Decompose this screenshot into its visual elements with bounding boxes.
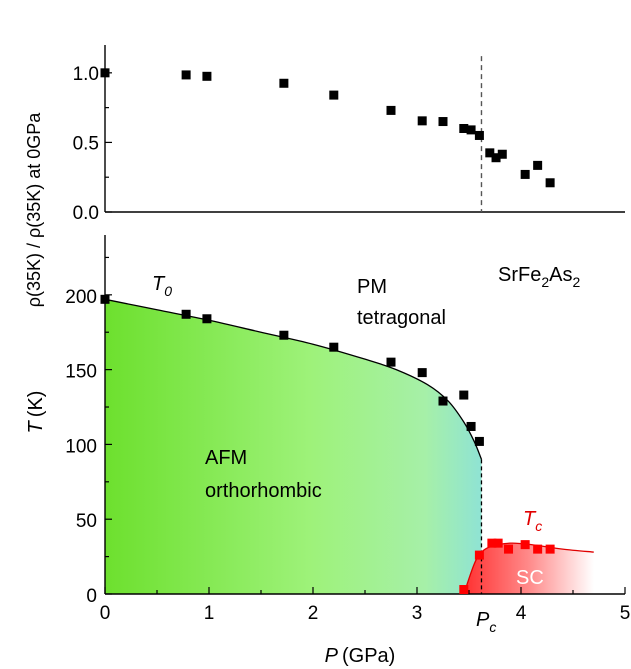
pm-label-line2: tetragonal — [357, 307, 446, 329]
bottom-y-tick-label: 0 — [86, 586, 97, 607]
t0-data-point — [329, 342, 339, 352]
tc-data-point — [545, 544, 555, 554]
top-data-series — [100, 68, 555, 188]
tc-data-point — [493, 538, 503, 548]
pm-label-line1: PM — [357, 276, 387, 298]
top-data-point — [520, 169, 530, 179]
top-plot-area: 0.0 0.5 1.0 — [73, 45, 625, 224]
top-data-point — [202, 71, 212, 81]
top-data-point — [438, 117, 448, 127]
tc-data-series — [459, 538, 555, 595]
bottom-y-tick-label: 200 — [65, 287, 97, 308]
bottom-y-tick-label: 100 — [65, 436, 97, 457]
compound-label: SrFe2As2 — [498, 264, 580, 290]
top-y-tick-label: 0.0 — [73, 203, 99, 224]
t0-data-point — [386, 357, 396, 367]
t0-data-point — [474, 436, 484, 446]
bottom-y-tick-label: 50 — [76, 511, 97, 532]
bottom-y-tick-label: 150 — [65, 362, 97, 383]
top-data-point — [386, 105, 396, 115]
top-data-point — [279, 78, 289, 88]
afm-label-line2: orthorhombic — [205, 480, 322, 502]
top-y-tick-label: 1.0 — [73, 64, 99, 85]
tc-data-point — [520, 540, 530, 550]
t0-data-point — [459, 390, 469, 400]
top-data-point — [491, 153, 501, 163]
top-data-point — [466, 125, 476, 135]
top-y-ticks: 0.0 0.5 1.0 — [73, 64, 112, 224]
t0-data-point — [181, 309, 191, 319]
bottom-panel: 0 50 100 150 200 0 1 2 3 4 5 SrFe2As2 T0 PM tetra… — [25, 235, 630, 667]
tc-data-point — [459, 585, 469, 595]
bottom-x-tick-label: 0 — [100, 603, 111, 624]
bottom-y-axis-label: T(K) — [25, 391, 47, 434]
t0-label: T0 — [152, 273, 172, 299]
top-data-point — [474, 130, 484, 140]
pc-label: Pc — [476, 609, 496, 635]
tc-data-point — [487, 538, 497, 548]
top-y-axis-label: ρ(35K) / ρ(35K) at 0GPa — [24, 112, 44, 308]
bottom-y-ticks: 0 50 100 150 200 — [65, 256, 112, 607]
bottom-x-axis-label: P (GPa) — [325, 645, 396, 667]
t0-data-point — [279, 330, 289, 340]
t0-data-series — [100, 294, 484, 446]
top-data-point — [497, 149, 507, 159]
top-panel: 0.0 0.5 1.0 ρ(35K) / ρ(35K) at 0GPa — [24, 45, 625, 307]
bottom-x-tick-label: 1 — [204, 603, 215, 624]
t0-data-point — [466, 421, 476, 431]
sc-label: SC — [516, 567, 544, 589]
top-data-point — [417, 116, 427, 126]
bottom-x-ticks: 0 1 2 3 4 5 — [100, 587, 631, 624]
tc-data-point — [504, 544, 514, 554]
bottom-x-tick-label: 2 — [308, 603, 319, 624]
top-data-point — [485, 148, 495, 158]
sc-region-fill — [463, 543, 594, 594]
top-data-point — [181, 70, 191, 80]
top-y-tick-label: 0.5 — [73, 133, 99, 154]
bottom-x-tick-label: 3 — [412, 603, 423, 624]
tc-data-point — [533, 544, 543, 554]
tc-data-point — [474, 550, 484, 560]
t0-data-point — [438, 396, 448, 406]
afm-region-fill — [105, 299, 482, 594]
top-data-point — [329, 90, 339, 100]
t0-data-point — [417, 368, 427, 378]
tc-label: Tc — [523, 508, 542, 534]
top-data-point — [459, 124, 469, 133]
top-data-point — [100, 68, 110, 78]
t0-data-point — [202, 314, 212, 324]
t0-data-point — [100, 294, 110, 304]
bottom-x-tick-label: 5 — [620, 603, 631, 624]
top-data-point — [545, 178, 555, 188]
top-data-point — [533, 160, 543, 170]
afm-label-line1: AFM — [205, 447, 247, 469]
bottom-x-tick-label: 4 — [516, 603, 527, 624]
